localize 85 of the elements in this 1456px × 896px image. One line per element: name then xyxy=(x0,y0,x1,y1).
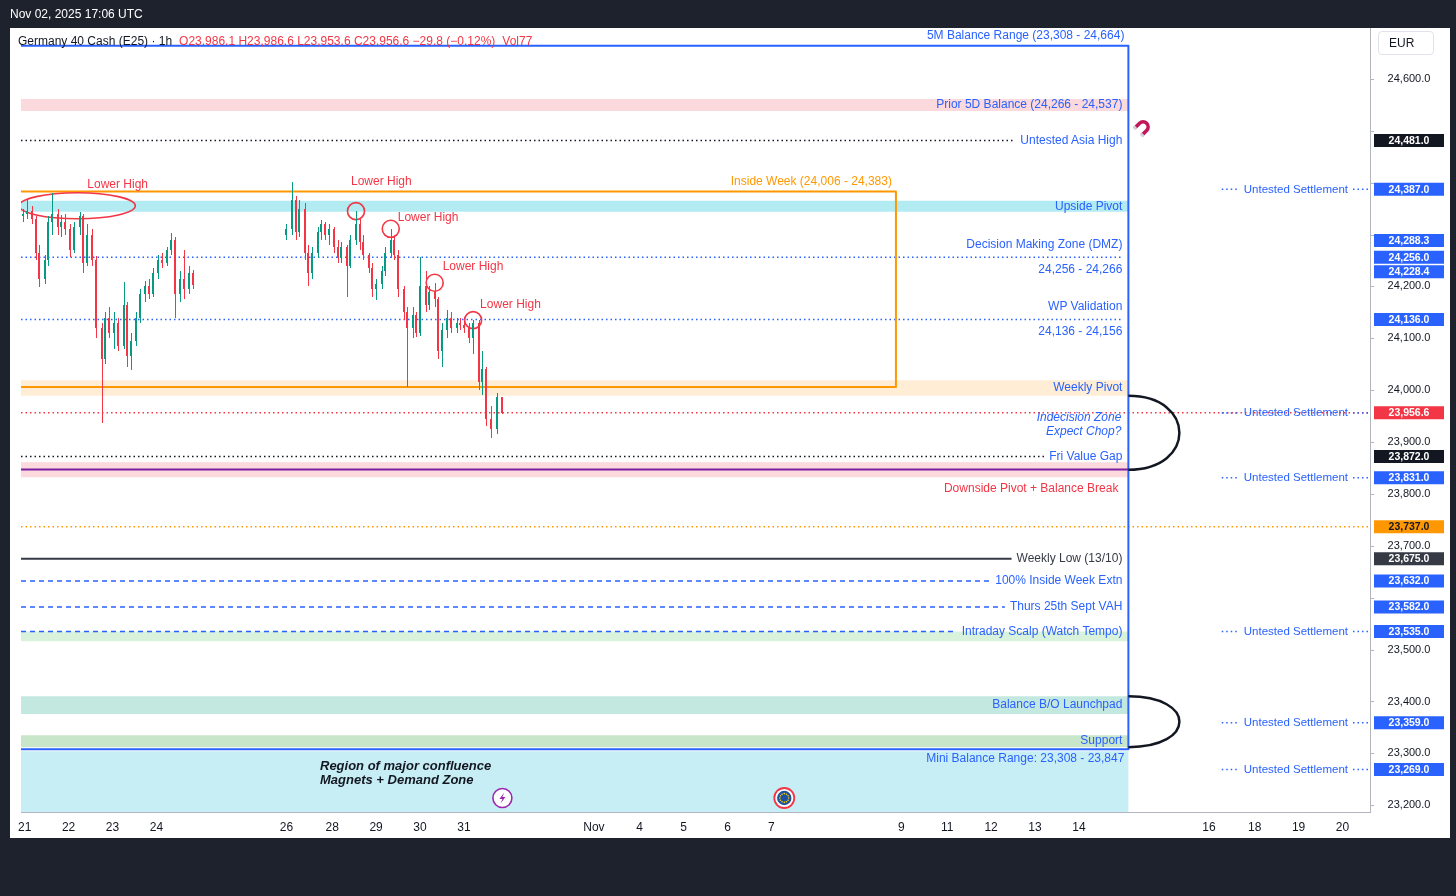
x-tick-label: 24 xyxy=(149,819,164,834)
ref-line-label: Weekly Low (13/10) xyxy=(1016,551,1123,566)
annotation: Mini Balance Range: 23,308 - 23,847 xyxy=(926,750,1125,765)
text: Germany 40 Cash (E25) · 1h xyxy=(18,34,173,48)
y-tick-label: 23,831.0 xyxy=(1388,471,1430,484)
series-label: Untested Settlement xyxy=(1243,715,1349,728)
x-tick-label: 31 xyxy=(457,819,471,834)
text: Nov 02, 2025 17:06 UTC xyxy=(10,7,143,21)
x-tick-label: 19 xyxy=(1291,819,1306,834)
x-tick-label: 9 xyxy=(898,819,906,834)
ref-line-label: Untested Asia High xyxy=(1020,132,1123,147)
band-label: Weekly Pivot xyxy=(1053,380,1124,395)
y-tick-label: 24,100.0 xyxy=(1387,331,1431,344)
y-tick-label: 23,872.0 xyxy=(1388,449,1430,462)
x-tick-label: 28 xyxy=(325,819,340,834)
y-tick-label: 24,000.0 xyxy=(1387,383,1431,396)
annotation: Region of major confluence Magnets + Demand Zone xyxy=(320,757,492,788)
y-tick-label: 23,675.0 xyxy=(1388,552,1430,565)
series-label: 5M Balance Range (23,308 - 24,664) xyxy=(926,27,1125,42)
y-tick-label: 24,256.0 xyxy=(1388,250,1430,263)
y-tick-label: 23,200.0 xyxy=(1387,798,1431,811)
band-label: Prior 5D Balance (24,266 - 24,537) xyxy=(936,97,1123,112)
x-tick-label: 13 xyxy=(1028,819,1043,834)
y-tick-label: 23,359.0 xyxy=(1388,716,1430,729)
x-tick-label: 18 xyxy=(1248,819,1262,834)
y-tick-label: 23,632.0 xyxy=(1388,574,1430,587)
ref-line-label: Fri Value Gap xyxy=(1049,448,1123,463)
x-tick-label: 12 xyxy=(984,819,999,834)
annotation: Lower High xyxy=(350,174,412,189)
series-label: Untested Settlement xyxy=(1243,762,1349,775)
band-label: Balance B/O Launchpad xyxy=(992,697,1123,712)
x-tick-label: 21 xyxy=(17,819,32,834)
x-tick-label: 23 xyxy=(105,819,120,834)
annotation: Lower High xyxy=(87,177,148,192)
y-tick-label: 24,200.0 xyxy=(1387,279,1431,292)
x-tick-label: 16 xyxy=(1202,819,1216,834)
band-label: Upside Pivot xyxy=(1055,198,1124,213)
y-tick-label: 23,269.0 xyxy=(1388,762,1430,775)
series-label: Untested Settlement xyxy=(1243,471,1349,484)
x-tick-label: 29 xyxy=(369,819,384,834)
x-tick-label: 26 xyxy=(279,819,294,834)
ref-line-label: Decision Making Zone (DMZ) 24,256 - 24,266 xyxy=(966,236,1123,276)
annotation: Indecision Zone Expect Chop? xyxy=(1036,410,1122,438)
x-tick-label: 6 xyxy=(724,819,732,834)
x-tick-label: 11 xyxy=(940,819,954,834)
y-axis-title: EUR xyxy=(1378,31,1434,55)
annotation: Lower High xyxy=(442,259,504,274)
ref-line-label: 100% Inside Week Extn xyxy=(995,573,1123,588)
band-label: Support xyxy=(1080,733,1124,748)
y-tick-label: 23,500.0 xyxy=(1387,642,1431,655)
y-tick-label: 24,136.0 xyxy=(1388,312,1430,325)
x-tick-label: 22 xyxy=(61,819,76,834)
x-tick-label: 20 xyxy=(1335,819,1350,834)
series-label: Untested Settlement xyxy=(1243,182,1349,195)
series-label: Inside Week (24,006 - 24,383) xyxy=(730,173,892,188)
annotation: O23,986.1 H23,986.6 L23,953.6 C23,956.6 −29.8 (−0.12%) xyxy=(179,34,496,48)
y-tick-label: 23,300.0 xyxy=(1387,746,1431,759)
x-tick-label: 4 xyxy=(636,819,644,834)
y-tick-label: 23,956.6 xyxy=(1388,406,1430,419)
annotation: Vol77 xyxy=(502,34,533,48)
series-label: Untested Settlement xyxy=(1243,406,1349,419)
y-tick-label: 24,288.3 xyxy=(1388,233,1430,246)
y-tick-label: 23,535.0 xyxy=(1388,624,1430,637)
y-tick-label: 24,481.0 xyxy=(1388,133,1430,146)
y-tick-label: 23,582.0 xyxy=(1388,600,1430,613)
annotation: Downside Pivot + Balance Break xyxy=(943,480,1120,495)
ref-line-label: WP Validation 24,136 - 24,156 xyxy=(1038,298,1123,338)
x-tick-label: 14 xyxy=(1072,819,1086,834)
x-tick-label: 7 xyxy=(768,819,776,834)
y-tick-label: 24,228.4 xyxy=(1388,265,1430,278)
y-tick-label: 23,400.0 xyxy=(1387,694,1431,707)
y-tick-label: 23,700.0 xyxy=(1387,538,1431,551)
ref-line-label: Thurs 25th Sept VAH xyxy=(1009,599,1123,614)
series-label: Untested Settlement xyxy=(1243,624,1349,637)
y-tick-label: 24,600.0 xyxy=(1387,71,1431,84)
y-tick-label: 23,900.0 xyxy=(1387,435,1431,448)
ref-line-label: Intraday Scalp (Watch Tempo) xyxy=(961,623,1123,638)
y-tick-label: 24,387.0 xyxy=(1388,182,1430,195)
x-tick-label: 30 xyxy=(413,819,428,834)
y-tick-label: 23,737.0 xyxy=(1388,520,1430,533)
x-tick-label: 5 xyxy=(680,819,688,834)
annotation: Lower High xyxy=(480,297,541,312)
x-tick-label: Nov xyxy=(583,819,605,834)
y-tick-label: 23,800.0 xyxy=(1387,486,1431,499)
annotation: Lower High xyxy=(397,210,459,225)
